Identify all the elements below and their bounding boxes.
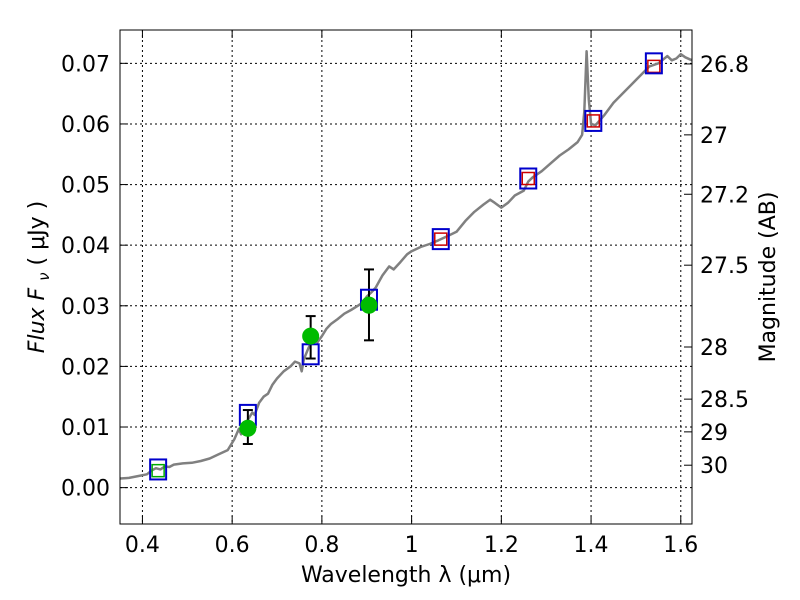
grid-lines (120, 30, 692, 524)
y-tick-label: 0.01 (61, 416, 110, 441)
inner-square-marker (521, 171, 536, 186)
model-square-marker (149, 458, 168, 481)
markers-layer (149, 52, 663, 481)
y-tick-label: 0.00 (61, 477, 110, 502)
inner-square-marker (434, 232, 448, 246)
x-tick-label: 0.6 (215, 533, 250, 558)
model-square-marker (644, 52, 663, 75)
inner-square-marker (586, 114, 601, 128)
y-tick-label: 0.02 (61, 355, 110, 380)
y-tick-label: 0.07 (61, 52, 110, 77)
model-square-marker (519, 167, 538, 190)
x-tick-label: 1.2 (484, 533, 519, 558)
x-tick-label: 1 (405, 533, 419, 558)
y2-tick-label: 30 (700, 454, 728, 479)
x-tick-label: 1.4 (574, 533, 609, 558)
model-square-marker (431, 228, 450, 251)
y-axis-title: Flux F ν ( μJy ) (25, 201, 53, 353)
y-ticks: 0.00 0.01 0.02 0.03 0.04 0.05 0.06 0.07 (61, 52, 128, 502)
observed-circle-marker (360, 296, 378, 314)
observed-circle-marker (239, 419, 257, 437)
y-tick-label: 0.06 (61, 113, 110, 138)
inner-square-marker (151, 463, 165, 478)
y2-tick-label: 26.8 (700, 53, 749, 78)
y2-tick-label: 28 (700, 336, 728, 361)
y2-tick-label: 27.2 (700, 183, 749, 208)
y2-tick-label: 29 (700, 421, 728, 446)
observed-circle-marker (302, 327, 320, 345)
x-tick-label: 0.8 (304, 533, 339, 558)
y-tick-label: 0.03 (61, 295, 110, 320)
y2-tick-label: 27.5 (700, 254, 749, 279)
plot-frame (119, 29, 693, 525)
x-tick-label: 0.4 (125, 533, 160, 558)
y-tick-label: 0.04 (61, 234, 110, 259)
y-tick-label: 0.05 (61, 174, 110, 199)
y2-tick-label: 27 (700, 124, 728, 149)
y2-tick-label: 28.5 (700, 388, 749, 413)
x-ticks: 0.4 0.6 0.8 1 1.2 1.4 1.6 (125, 30, 698, 558)
spectrum-line (119, 49, 693, 480)
model-spectrum-layer (119, 49, 693, 480)
x-axis-title: Wavelength λ (μm) (301, 563, 511, 588)
x-tick-label: 1.6 (663, 533, 698, 558)
y2-ticks: 26.8 27 27.2 27.5 28 28.5 29 30 (684, 53, 749, 479)
model-square-marker (584, 109, 603, 132)
error-bars-layer (242, 268, 374, 445)
y2-axis-title: Magnitude (AB) (756, 192, 781, 363)
